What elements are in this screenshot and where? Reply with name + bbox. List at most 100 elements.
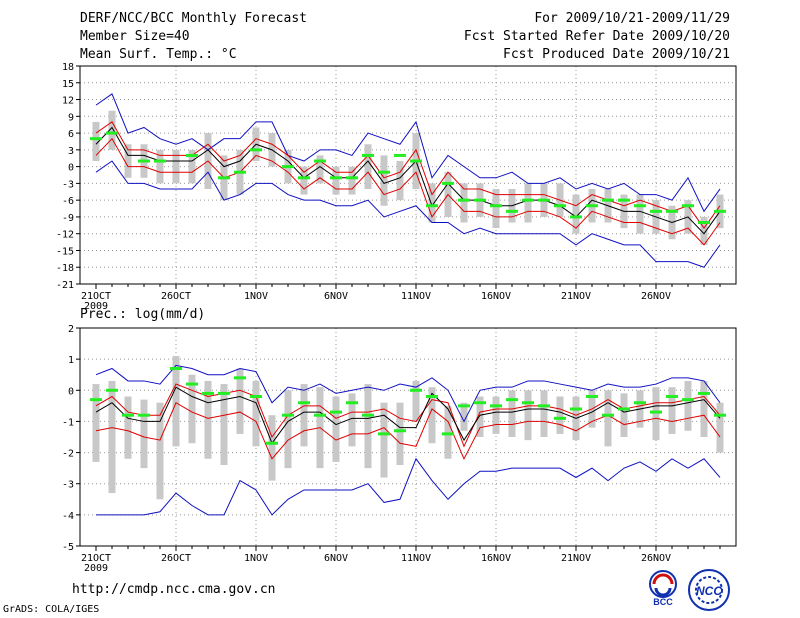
prec-range-bar (188, 374, 196, 444)
grads-credit: GrADS: COLA/IGES (3, 604, 100, 615)
prec-range-bar (124, 396, 132, 459)
temp-min-line (95, 160, 721, 268)
bcc-logo: BCC (649, 570, 677, 606)
member-size: Member Size=40 (80, 29, 190, 44)
temp-xtick-label: 26NOV (641, 291, 671, 302)
prec-range-bar (204, 380, 212, 459)
prec-lower-line (95, 402, 721, 460)
temp-range-bar (108, 110, 116, 150)
temp-ytick-label: 6 (68, 129, 74, 140)
prec-range-bar (668, 387, 676, 434)
temp-frame (79, 65, 737, 285)
prec-range-bar (108, 380, 116, 494)
prec-range-bar (252, 380, 260, 447)
prec-range-bar (396, 402, 404, 466)
temp-ytick-label: 15 (62, 79, 74, 90)
temp-range-bar (524, 183, 532, 223)
prec-range-bar (140, 399, 148, 469)
temp-ytick-label: -12 (56, 230, 74, 241)
prec-range-bar (444, 405, 452, 459)
prec-range-bar (220, 384, 228, 466)
temp-range-bar (316, 155, 324, 184)
temp-ytick-label: -18 (56, 263, 74, 274)
prec-range-bar (364, 384, 372, 469)
temp-ytick-label: -3 (62, 179, 74, 190)
prec-range-bar (332, 396, 340, 462)
prec-range-bar (604, 390, 612, 447)
temp-mean-line (95, 126, 721, 235)
temp-range-bar (188, 149, 196, 184)
temp-range-bar (428, 183, 436, 223)
prec-range-bar (716, 402, 724, 453)
prec-ytick-label: 1 (68, 355, 74, 366)
produced-date: Fcst Produced Date 2009/10/21 (503, 47, 730, 62)
temp-range-bar (348, 166, 356, 195)
prec-ytick-label: -5 (62, 542, 74, 553)
temp-xtick-label: 26OCT (161, 291, 191, 302)
prec-range-bar (684, 380, 692, 431)
prec-frame (79, 327, 737, 547)
prec-range-bar (492, 396, 500, 434)
prec-upper-line (95, 383, 721, 448)
ncc-logo-text: NCC (696, 584, 722, 598)
prec-range-bar (412, 380, 420, 422)
forecast-period: For 2009/10/21-2009/11/29 (534, 11, 730, 26)
source-url[interactable]: http://cmdp.ncc.cma.gov.cn (72, 582, 276, 597)
prec-range-bar (476, 396, 484, 437)
temp-range-bar (172, 149, 180, 184)
temp-range-bar (380, 155, 388, 206)
prec-range-bar (540, 390, 548, 437)
temp-lower-line (95, 137, 721, 246)
prec-range-bar (556, 396, 564, 434)
temp-range-bar (156, 149, 164, 184)
prec-xtick-label: 16NOV (481, 553, 511, 564)
prec-range-bar (460, 402, 468, 431)
prec-mean-line (95, 386, 721, 445)
prec-range-bar (284, 390, 292, 469)
prec-ytick-label: 2 (68, 324, 74, 335)
prec-range-bar (156, 402, 164, 500)
prec-xtick-label: 11NOV (401, 553, 431, 564)
prec-ytick-label: -3 (62, 480, 74, 491)
prec-xtick-label: 6NOV (324, 553, 348, 564)
temp-range-bar (92, 121, 100, 162)
temp-xtick-label: 16NOV (481, 291, 511, 302)
started-date: Fcst Started Refer Date 2009/10/20 (463, 29, 730, 44)
temp-ytick-label: 3 (68, 146, 74, 157)
temp-xtick-label: 6NOV (324, 291, 348, 302)
temp-ytick-label: -9 (62, 213, 74, 224)
ncc-logo: NCC (688, 569, 730, 611)
prec-range-bar (268, 415, 276, 481)
temp-range-bar (364, 144, 372, 189)
prec-max-line (95, 364, 721, 423)
temp-xtick-label: 1NOV (244, 291, 268, 302)
prec-range-bar (652, 387, 660, 441)
temp-ytick-label: 0 (68, 163, 74, 174)
temp-ytick-label: -21 (56, 280, 74, 291)
prec-range-bar (92, 384, 100, 462)
temp-upper-line (95, 121, 721, 229)
prec-year-label: 2009 (84, 563, 108, 574)
prec-xtick-label: 26NOV (641, 553, 671, 564)
prec-panel-title: Prec.: log(mm/d) (80, 307, 205, 322)
temp-range-bar (492, 188, 500, 229)
temp-ytick-label: 12 (62, 96, 74, 107)
prec-ytick-label: -2 (62, 449, 74, 460)
prec-xtick-label: 1NOV (244, 553, 268, 564)
temp-xtick-label: 21OCT (81, 291, 111, 302)
prec-xtick-label: 26OCT (161, 553, 191, 564)
temp-xtick-label: 21NOV (561, 291, 591, 302)
temp-range-bar (300, 166, 308, 195)
prec-range-bar (428, 387, 436, 444)
temp-ytick-label: 9 (68, 112, 74, 123)
variable-label: Mean Surf. Temp.: °C (80, 47, 237, 62)
prec-range-bar (300, 384, 308, 447)
temp-range-bar (572, 194, 580, 234)
temp-range-bar (460, 183, 468, 223)
temp-range-bar (332, 166, 340, 195)
temp-ytick-label: -15 (56, 246, 74, 257)
prec-range-bar (508, 390, 516, 437)
prec-range-bar (700, 380, 708, 437)
temp-range-bar (124, 144, 132, 178)
